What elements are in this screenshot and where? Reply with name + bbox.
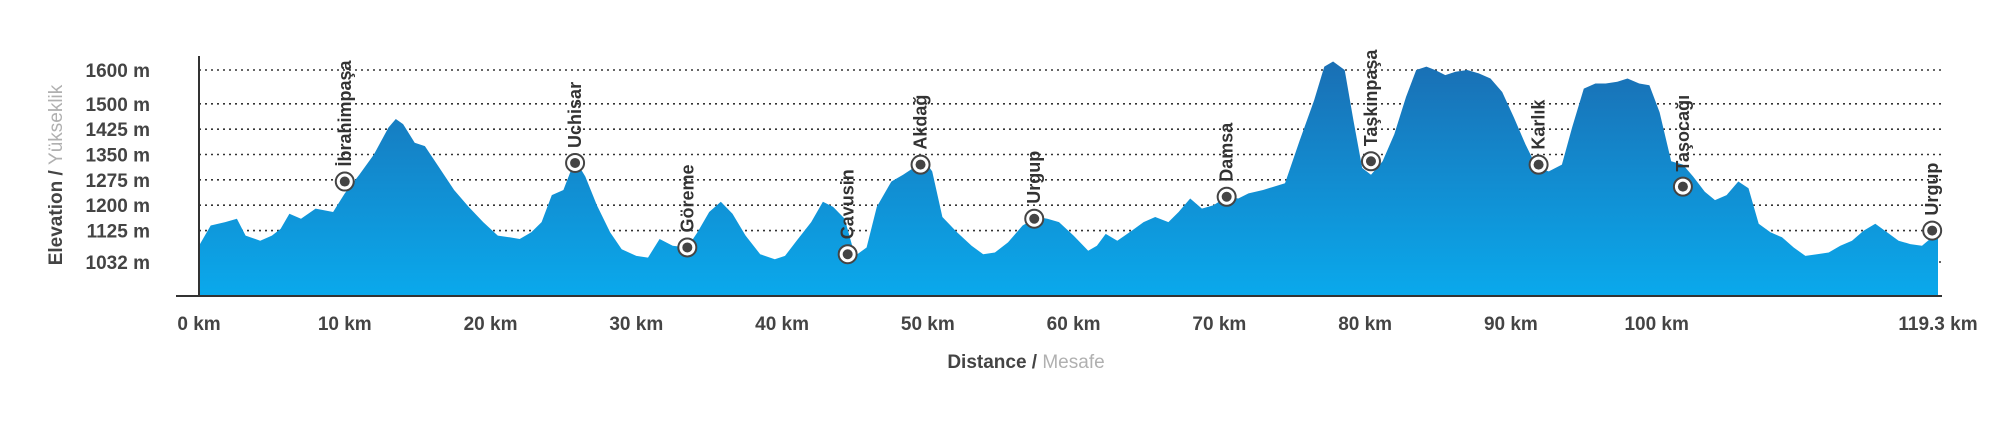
waypoint-label: Cavusin xyxy=(838,169,858,239)
y-tick-label: 1200 m xyxy=(86,196,150,217)
x-tick-label: 30 km xyxy=(609,314,663,335)
y-tick-label: 1125 m xyxy=(87,222,150,243)
waypoint-marker-dot xyxy=(339,176,350,187)
waypoint-label: Urgup xyxy=(1024,151,1044,204)
elevation-area xyxy=(199,61,1938,296)
waypoint-marker-dot xyxy=(1221,191,1232,202)
x-tick-label: 90 km xyxy=(1484,314,1538,335)
y-tick-label: 1350 m xyxy=(86,146,150,167)
waypoint-label: Göreme xyxy=(677,164,697,232)
waypoint-marker-dot xyxy=(1533,159,1544,170)
waypoint: Taşocağı xyxy=(1672,95,1693,197)
waypoint: Karlık xyxy=(1528,99,1549,175)
y-tick-label: 1032 m xyxy=(86,253,150,274)
x-tick-label: 10 km xyxy=(318,314,372,335)
x-axis-label: Distance / Mesafe xyxy=(947,352,1104,373)
x-tick-label: 100 km xyxy=(1624,314,1688,335)
y-tick-label: 1275 m xyxy=(86,171,150,192)
waypoint: Taşkınpaşa xyxy=(1360,49,1381,172)
waypoint-label: İbrahimpaşa xyxy=(335,60,355,167)
y-axis-label-secondary: Yükseklik xyxy=(46,84,67,165)
x-axis-label-main: Distance xyxy=(947,352,1026,373)
waypoint: İbrahimpaşa xyxy=(334,60,355,192)
waypoint-label: Uchisar xyxy=(565,82,585,148)
waypoint-label: Damsa xyxy=(1217,122,1237,182)
waypoint: Damsa xyxy=(1216,122,1237,207)
waypoint: Uchisar xyxy=(565,82,586,173)
waypoint-marker-dot xyxy=(842,249,853,260)
x-tick-label: 80 km xyxy=(1338,314,1392,335)
waypoint-marker-dot xyxy=(1927,225,1938,236)
waypoint-marker-dot xyxy=(915,159,926,170)
waypoint-markers: İbrahimpaşa Uchisar Göreme Cavusin Akdağ Urgu… xyxy=(334,49,1943,265)
waypoint-marker-dot xyxy=(1677,181,1688,192)
waypoint: Cavusin xyxy=(837,169,858,265)
x-tick-label: 40 km xyxy=(755,314,809,335)
waypoint: Göreme xyxy=(677,164,698,258)
x-tick-labels: 0 km 10 km 20 km 30 km 40 km 50 km 60 km 70 km 8… xyxy=(177,314,1977,335)
waypoint-marker-dot xyxy=(570,157,581,168)
waypoint-label: Urgup xyxy=(1922,163,1942,216)
waypoint-marker-dot xyxy=(1365,156,1376,167)
y-axis-label: Elevation / Yükseklik xyxy=(46,84,67,265)
y-tick-labels: 1032 m 1125 m 1200 m 1275 m 1350 m 1425 m 1500… xyxy=(86,61,150,274)
x-tick-label: 20 km xyxy=(464,314,518,335)
y-axis-label-main: Elevation xyxy=(46,181,67,265)
waypoint: Akdağ xyxy=(910,95,931,175)
y-tick-label: 1425 m xyxy=(86,120,150,141)
x-tick-label: 0 km xyxy=(177,314,220,335)
y-tick-label: 1600 m xyxy=(86,61,150,82)
x-tick-label: 70 km xyxy=(1192,314,1246,335)
waypoint: Urgup xyxy=(1922,163,1943,241)
waypoint-marker-dot xyxy=(1029,213,1040,224)
x-tick-label: 119.3 km xyxy=(1898,314,1977,335)
x-tick-label: 50 km xyxy=(901,314,955,335)
y-tick-label: 1500 m xyxy=(86,95,150,116)
waypoint: Urgup xyxy=(1024,151,1045,229)
waypoint-label: Taşocağı xyxy=(1673,95,1693,172)
x-axis-label-secondary: Mesafe xyxy=(1042,352,1104,373)
waypoint-label: Taşkınpaşa xyxy=(1361,49,1381,147)
waypoint-marker-dot xyxy=(682,242,693,253)
waypoint-label: Karlık xyxy=(1529,99,1549,150)
x-tick-label: 60 km xyxy=(1047,314,1101,335)
waypoint-label: Akdağ xyxy=(911,95,931,150)
